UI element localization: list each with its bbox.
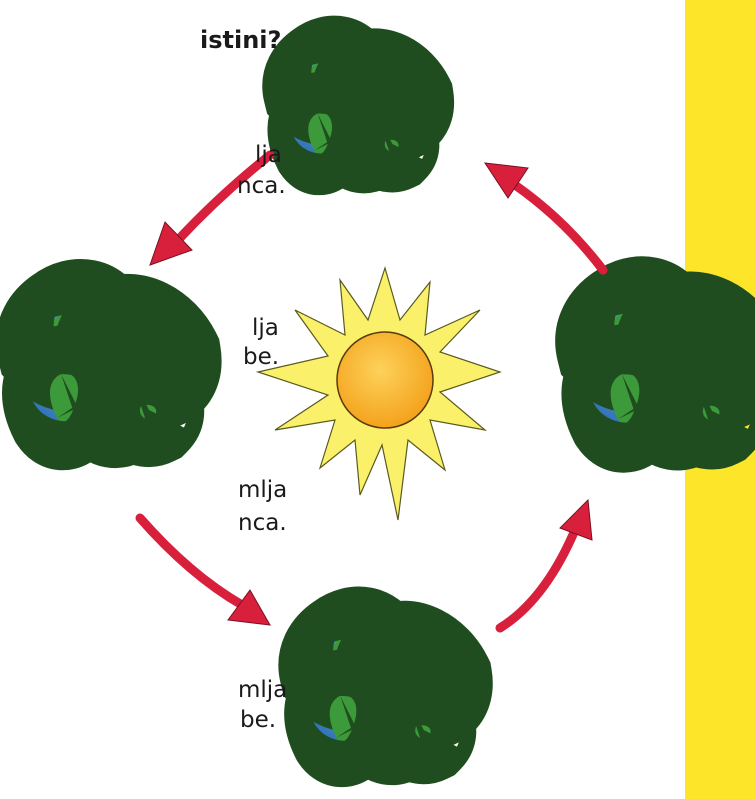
option-line: mlja	[238, 677, 287, 703]
heading: istini?	[200, 26, 281, 54]
option-line: nca.	[237, 173, 286, 199]
earth-bottom	[306, 616, 458, 768]
earth-left	[25, 290, 185, 450]
sun	[258, 268, 500, 520]
option-line: mlja	[238, 477, 287, 503]
option-line: lja	[255, 142, 282, 168]
illustration: istini? lja nca. lja be. mlja nca. mlja …	[0, 0, 755, 799]
option-line: lja	[252, 315, 279, 341]
earth-top	[287, 42, 423, 178]
page: istini? lja nca. lja be. mlja nca. mlja …	[0, 0, 755, 799]
option-line: be.	[240, 707, 276, 733]
earth-right	[585, 288, 749, 452]
option-line: nca.	[238, 510, 287, 536]
option-line: be.	[243, 344, 279, 370]
